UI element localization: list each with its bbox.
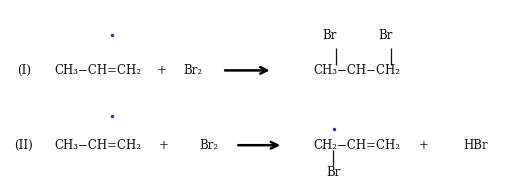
Text: Br₂: Br₂: [184, 64, 203, 77]
Text: CH₃−CH−CH₂: CH₃−CH−CH₂: [314, 64, 400, 77]
Text: CH₃−CH=CH₂: CH₃−CH=CH₂: [54, 139, 141, 152]
Text: Br₂: Br₂: [199, 139, 218, 152]
Text: (I): (I): [17, 64, 31, 77]
Text: Br: Br: [378, 29, 393, 42]
Text: CH₃−CH=CH₂: CH₃−CH=CH₂: [54, 64, 141, 77]
Text: +: +: [418, 139, 428, 152]
Text: Br: Br: [322, 29, 336, 42]
Text: +: +: [159, 139, 169, 152]
Text: HBr: HBr: [464, 139, 488, 152]
Text: (II): (II): [14, 139, 33, 152]
Text: CH₂−CH=CH₂: CH₂−CH=CH₂: [314, 139, 400, 152]
Text: +: +: [157, 64, 166, 77]
Text: Br: Br: [326, 166, 341, 176]
